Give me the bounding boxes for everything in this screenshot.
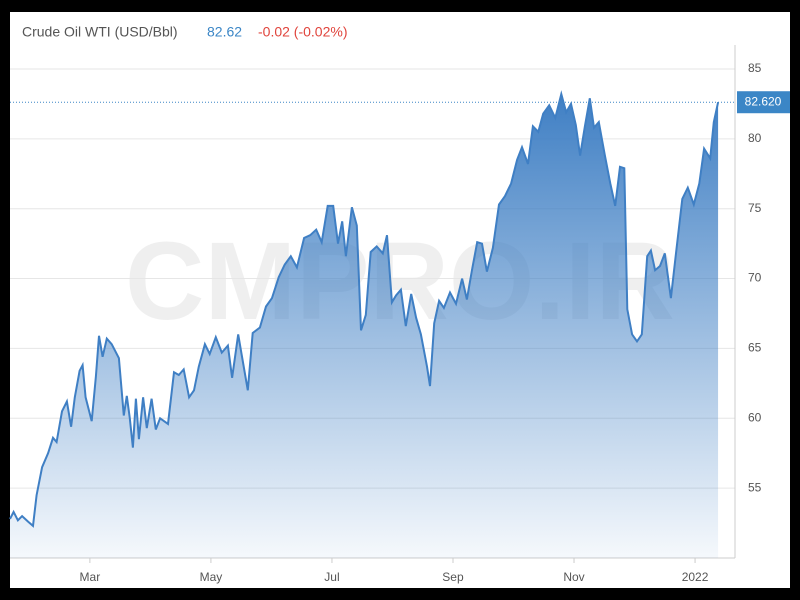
y-tick-label: 60 — [748, 410, 762, 424]
x-tick-label: Sep — [442, 570, 464, 584]
last-price-label: 82.620 — [745, 94, 782, 108]
y-tick-label: 75 — [748, 201, 762, 215]
x-tick-label: May — [200, 570, 223, 584]
y-tick-label: 55 — [748, 480, 762, 494]
x-tick-label: Nov — [563, 570, 584, 584]
y-tick-label: 65 — [748, 341, 762, 355]
y-tick-label: 70 — [748, 271, 762, 285]
x-tick-label: 2022 — [682, 570, 709, 584]
last-price-box — [737, 91, 790, 114]
x-tick-label: Jul — [324, 570, 339, 584]
line — [9, 90, 720, 528]
price: 82.62 — [207, 24, 242, 40]
x-tick-label: Mar — [80, 570, 101, 584]
area — [10, 94, 719, 558]
y-tick-label: 85 — [748, 61, 762, 75]
chart-title: Crude Oil WTI (USD/Bbl) — [22, 24, 178, 40]
y-tick-label: 80 — [748, 131, 762, 145]
price-change: -0.02 (-0.02%) — [258, 24, 347, 40]
